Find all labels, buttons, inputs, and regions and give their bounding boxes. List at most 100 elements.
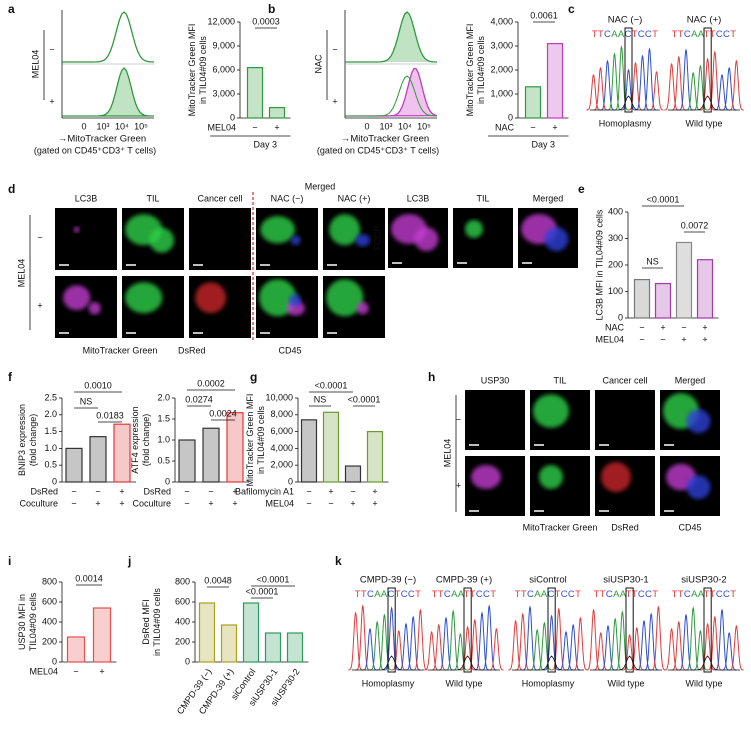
y-tick-label: 1.5: [44, 426, 57, 436]
condition-label: Bafilomycin A1: [235, 486, 294, 496]
micrograph: [55, 276, 117, 338]
condition-label: MEL04: [207, 122, 236, 132]
p-value: NS: [314, 394, 327, 404]
panel-letter: g: [250, 370, 257, 384]
y-axis-label: MitoTracker Green MFI: [465, 24, 475, 117]
p-value: <0.0001: [348, 394, 381, 404]
bar: [675, 241, 693, 319]
trace: [593, 66, 608, 111]
histogram: [62, 67, 154, 117]
bar: [633, 278, 651, 319]
column-header: LC3B: [75, 193, 98, 203]
p-value: 0.0010: [84, 380, 112, 390]
bar: [654, 282, 672, 319]
condition-value: −: [71, 498, 76, 508]
row-label: −: [332, 44, 337, 54]
panel-letter: e: [578, 182, 585, 196]
trace: [586, 73, 601, 111]
y-tick-label: 0: [230, 112, 235, 122]
y-axis-label: DsRed MFI: [141, 599, 151, 645]
y-tick-label: 0: [165, 476, 170, 486]
footer-label: CD45: [278, 345, 301, 355]
p-value: 0.0014: [75, 573, 103, 583]
y-tick-label: 2.0: [157, 392, 170, 402]
column-header: NAC (−): [271, 193, 304, 203]
y-tick-label: 10,000: [265, 392, 293, 402]
row-label: +: [332, 96, 337, 106]
y-tick-label: 12,000: [207, 16, 235, 26]
y-tick-label: 0.5: [157, 455, 170, 465]
trace: [413, 608, 428, 671]
trace: [600, 59, 615, 111]
footer-label: MitoTracker Green: [83, 345, 158, 355]
bar: [92, 607, 112, 663]
bar: [300, 419, 318, 483]
y-tick-label: 4,000: [490, 16, 513, 26]
x-tick-label: 0: [364, 121, 369, 131]
chromatogram-title: CMPD-39 (−): [360, 575, 416, 586]
bar: [226, 412, 244, 483]
signal: [125, 282, 163, 314]
group-label: MEL04: [30, 50, 40, 79]
trace: [693, 629, 708, 671]
row-label: +: [456, 480, 461, 490]
trace: [722, 631, 737, 671]
signal: [288, 293, 302, 307]
trace: [615, 610, 630, 671]
y-axis-label: in TIL04#09 cells: [198, 36, 208, 104]
trace: [460, 625, 475, 671]
x-axis-label: →MitoTracker Green: [58, 134, 146, 145]
trace: [714, 73, 730, 111]
y-tick-label: 0.5: [44, 460, 57, 470]
y-tick-label: 1.0: [44, 443, 57, 453]
y-axis-label: MitoTracker Green MFI: [187, 24, 197, 117]
panel-letter: c: [568, 2, 575, 16]
trace: [649, 70, 664, 111]
sequence: TTCAACTCCT: [592, 29, 658, 40]
panel-letter: i: [8, 554, 11, 568]
trace: [671, 55, 686, 111]
trace: [607, 52, 622, 111]
bar: [322, 411, 340, 483]
trace: [707, 615, 722, 671]
signal: [533, 394, 569, 428]
condition-value: +: [232, 486, 237, 496]
trace: [686, 71, 701, 111]
trace: [722, 66, 737, 111]
condition-value: +: [552, 122, 557, 132]
trace: [406, 615, 421, 671]
group-label: MEL04: [442, 439, 452, 468]
micrograph: [189, 208, 251, 270]
signal: [686, 475, 711, 500]
y-axis-label: in TIL04#09 cells: [476, 36, 486, 104]
sequence: TTCAATTCCT: [432, 589, 497, 600]
bar: [178, 439, 196, 483]
signal: [356, 302, 369, 315]
column-header: Merged: [305, 181, 336, 191]
condition-value: −: [328, 498, 333, 508]
condition-label: DsRed: [143, 486, 171, 496]
column-header: LC3B: [407, 193, 430, 203]
y-tick-label: 100: [608, 286, 623, 296]
trace: [398, 622, 414, 671]
trace: [621, 68, 636, 111]
condition-value: −: [530, 122, 535, 132]
trace: [629, 626, 644, 671]
p-value: 0.0274: [185, 394, 213, 404]
column-header: Cancer cell: [602, 375, 647, 385]
y-axis-label: (fold change): [28, 414, 38, 467]
condition-label: MEL04: [595, 334, 624, 344]
sequence: TTCAACTCCT: [515, 589, 581, 600]
gate-label: (gated on CD45⁺CD3⁺ T cells): [317, 145, 439, 155]
trace: [355, 604, 370, 671]
trace: [714, 608, 730, 671]
y-axis-label: BNIP3 expression: [17, 404, 27, 476]
trace: [671, 620, 686, 671]
footer-label: Day 3: [531, 139, 555, 149]
column-header: Merged: [533, 193, 564, 203]
condition-value: −: [184, 486, 189, 496]
condition-value: +: [681, 334, 686, 344]
p-value: 0.0002: [197, 378, 225, 388]
bar: [242, 602, 260, 663]
y-tick-label: 0: [288, 476, 293, 486]
